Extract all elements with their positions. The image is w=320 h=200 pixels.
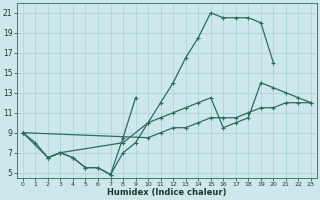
X-axis label: Humidex (Indice chaleur): Humidex (Indice chaleur) (107, 188, 227, 197)
